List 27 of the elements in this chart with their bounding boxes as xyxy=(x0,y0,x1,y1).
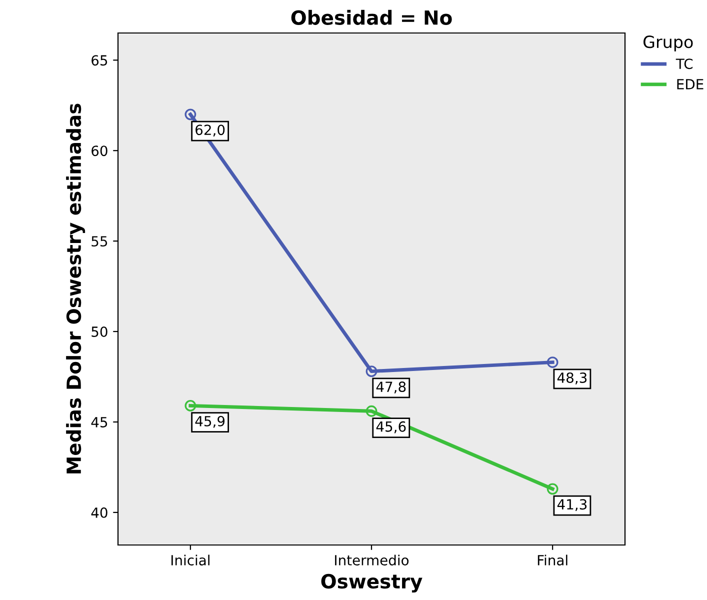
x-tick-label: Intermedio xyxy=(335,554,409,566)
x-axis-title: Oswestry xyxy=(321,574,422,593)
y-tick-label: 50 xyxy=(92,326,108,337)
data-label: 47,8 xyxy=(376,382,406,394)
point xyxy=(366,366,378,378)
data-label: 45,9 xyxy=(195,416,225,428)
data-label: 48,3 xyxy=(557,372,587,384)
legend-label: EDE xyxy=(677,79,704,90)
data-label: 62,0 xyxy=(196,124,225,137)
y-tick-label: 60 xyxy=(92,146,108,156)
y-tick-label: 45 xyxy=(91,417,108,428)
x-tick-label: Inicial xyxy=(171,554,210,566)
y-tick-label: 65 xyxy=(92,55,108,66)
y-tick-label: 55 xyxy=(92,236,108,247)
legend-title: Grupo xyxy=(644,36,693,52)
x-tick-label: Final xyxy=(538,554,568,566)
point xyxy=(546,356,558,368)
point xyxy=(546,483,558,495)
y-tick-label: 40 xyxy=(91,507,108,518)
chart-title: Obesidad = No xyxy=(291,10,452,25)
y-axis-title: Medias Dolor Oswestry estimadas xyxy=(66,104,86,474)
data-label: 41,3 xyxy=(557,499,587,512)
point xyxy=(184,108,196,120)
point xyxy=(184,400,196,412)
legend-label: TC xyxy=(676,58,693,70)
data-label: 45,6 xyxy=(376,421,406,434)
point xyxy=(366,405,378,417)
